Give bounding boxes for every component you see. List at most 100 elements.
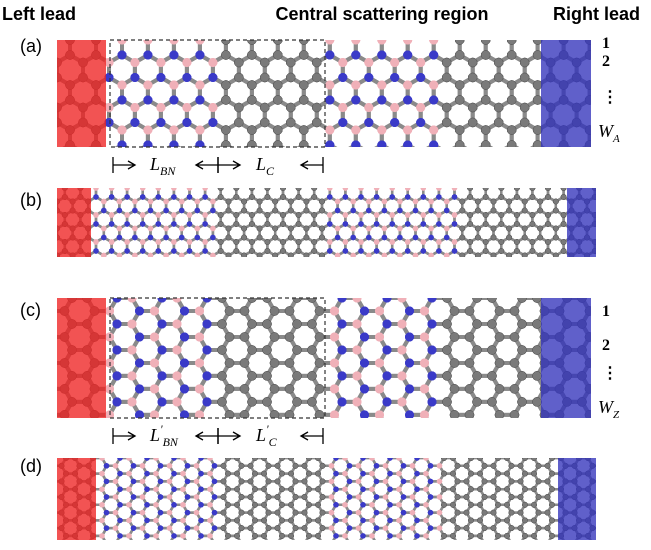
atom (150, 333, 159, 342)
atom (265, 194, 270, 199)
atom (40, 141, 49, 150)
atom (86, 181, 91, 186)
atom (179, 199, 184, 204)
atom (598, 193, 607, 202)
bond-ring (42, 415, 72, 441)
atom (27, 73, 36, 82)
atom (491, 172, 496, 177)
atom (600, 384, 609, 393)
atom (280, 167, 285, 172)
atom (420, 333, 429, 342)
atom (40, 96, 49, 105)
atom (109, 275, 114, 280)
atom (143, 81, 152, 90)
atom (249, 167, 254, 172)
atom (538, 181, 543, 186)
atom (540, 281, 549, 290)
atom (553, 262, 558, 267)
atom (130, 148, 139, 157)
atom (234, 118, 243, 127)
atom (436, 248, 441, 253)
atom (351, 81, 360, 90)
atom (351, 181, 356, 186)
arrow (113, 161, 135, 169)
atom (54, 262, 59, 267)
atom (507, 141, 516, 150)
atom (494, 58, 503, 67)
atom (319, 262, 324, 267)
atom (465, 384, 474, 393)
atom (624, 118, 633, 127)
atom (187, 221, 192, 226)
atom (416, 103, 425, 112)
atom (436, 266, 441, 271)
atom (383, 320, 392, 329)
atom (375, 410, 384, 419)
atom (494, 118, 503, 127)
atom (533, 36, 542, 45)
atom (78, 275, 83, 280)
atom (180, 281, 189, 290)
atom (130, 103, 139, 112)
subscript: C (269, 435, 278, 449)
atom (390, 28, 399, 37)
atom (70, 181, 75, 186)
atom (60, 281, 69, 290)
atom (545, 221, 550, 226)
bond-ring (372, 544, 390, 550)
atom (79, 28, 88, 37)
atom (436, 239, 441, 244)
atom (171, 266, 176, 271)
atom (218, 371, 227, 380)
atom (343, 266, 348, 271)
atom (319, 253, 324, 258)
atom (105, 163, 114, 172)
bond-ring (582, 259, 612, 285)
atom (171, 221, 176, 226)
atom (416, 148, 425, 157)
atom (572, 163, 581, 172)
atom (128, 423, 137, 432)
atom (428, 397, 437, 406)
atom (285, 281, 294, 290)
atom (304, 262, 309, 267)
atom (325, 171, 334, 180)
atom (45, 436, 54, 445)
atom (520, 163, 529, 172)
atom (360, 333, 369, 342)
atom (600, 253, 605, 258)
atom (118, 96, 127, 105)
atom (442, 148, 451, 157)
atom (327, 185, 332, 190)
bond-ring (197, 170, 213, 188)
atom (38, 268, 47, 277)
atom (143, 186, 152, 195)
atom (218, 185, 223, 190)
atom (280, 275, 285, 280)
atom (148, 262, 153, 267)
atom (180, 281, 189, 290)
atom (45, 359, 54, 368)
atom (608, 423, 617, 432)
atom (553, 253, 558, 258)
bond-ring (65, 265, 81, 283)
atom (241, 226, 246, 231)
bond-ring (380, 272, 410, 298)
atom (338, 28, 347, 37)
bond-ring (267, 265, 283, 283)
atom (66, 171, 75, 180)
atom (514, 221, 519, 226)
atom (299, 171, 308, 180)
atom (366, 199, 371, 204)
atom (327, 266, 332, 271)
atom (491, 181, 496, 186)
bond-ring (579, 265, 595, 283)
atom (68, 423, 77, 432)
atom (130, 28, 139, 37)
atom (405, 239, 410, 244)
atom (27, 58, 36, 67)
atom (338, 163, 347, 172)
atom (47, 266, 52, 271)
atom (179, 262, 184, 267)
bond-ring (210, 544, 228, 550)
